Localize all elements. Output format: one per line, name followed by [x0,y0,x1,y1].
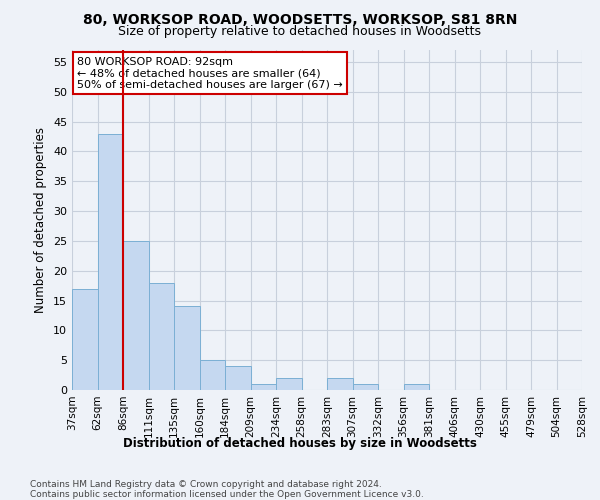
Bar [72,288,97,390]
Bar [225,366,251,390]
Text: 80 WORKSOP ROAD: 92sqm
← 48% of detached houses are smaller (64)
50% of semi-det: 80 WORKSOP ROAD: 92sqm ← 48% of detached… [77,57,343,90]
Bar [404,384,429,390]
Y-axis label: Number of detached properties: Number of detached properties [34,127,47,313]
Text: Size of property relative to detached houses in Woodsetts: Size of property relative to detached ho… [119,25,482,38]
Bar [276,378,302,390]
Bar [327,378,353,390]
Bar [149,282,174,390]
Bar [251,384,276,390]
Bar [199,360,225,390]
Bar [123,241,149,390]
Text: Contains HM Land Registry data © Crown copyright and database right 2024.
Contai: Contains HM Land Registry data © Crown c… [30,480,424,500]
Bar [97,134,123,390]
Bar [174,306,199,390]
Text: 80, WORKSOP ROAD, WOODSETTS, WORKSOP, S81 8RN: 80, WORKSOP ROAD, WOODSETTS, WORKSOP, S8… [83,12,517,26]
Bar [353,384,378,390]
Text: Distribution of detached houses by size in Woodsetts: Distribution of detached houses by size … [123,438,477,450]
